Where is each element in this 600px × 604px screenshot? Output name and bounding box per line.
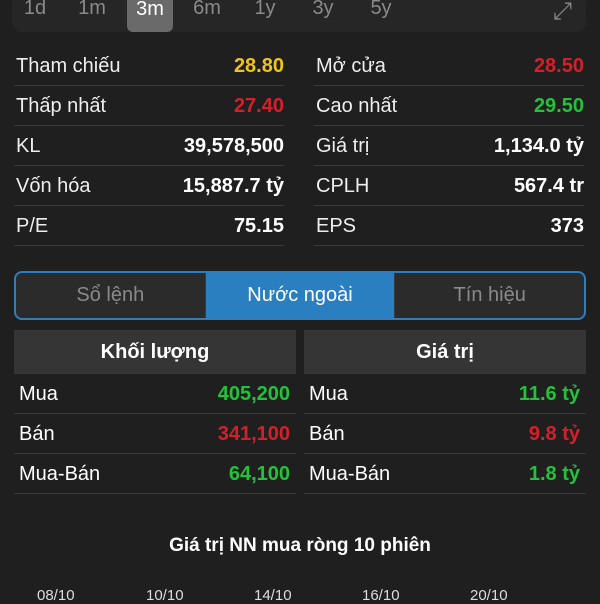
tab-so-lenh[interactable]: Sổ lệnh bbox=[76, 284, 145, 306]
table-row: Mua-Bán 1.8 tỷ bbox=[304, 454, 586, 494]
volume-header: Khối lượng bbox=[14, 330, 296, 374]
stat-row: KL 39,578,500 bbox=[14, 126, 284, 166]
stat-label: Mở cửa bbox=[316, 55, 386, 77]
stat-label: Vốn hóa bbox=[16, 175, 91, 197]
x-label: 08/10 bbox=[37, 587, 75, 604]
row-value: 9.8 tỷ bbox=[528, 423, 580, 445]
table-row: Bán 341,100 bbox=[14, 414, 296, 454]
range-3m-button[interactable]: 3m bbox=[127, 0, 173, 32]
table-row: Mua-Bán 64,100 bbox=[14, 454, 296, 494]
expand-arrows-icon[interactable]: ⤢ bbox=[552, 0, 572, 25]
x-label: 10/10 bbox=[146, 587, 184, 604]
value-table: Giá trị Mua 11.6 tỷ Bán 9.8 tỷ Mua-Bán 1.8 tỷ bbox=[304, 330, 586, 494]
tab-tin-hieu[interactable]: Tín hiệu bbox=[394, 273, 584, 318]
row-label: Mua bbox=[19, 383, 58, 405]
row-label: Mua bbox=[309, 383, 348, 405]
stat-label: Tham chiếu bbox=[16, 55, 121, 77]
row-label: Mua-Bán bbox=[309, 463, 391, 485]
stat-value: 28.50 bbox=[533, 55, 584, 77]
stat-value: 29.50 bbox=[533, 95, 584, 117]
stat-value: 28.80 bbox=[233, 55, 284, 77]
range-5y-button[interactable]: 5y bbox=[370, 0, 392, 19]
row-label: Bán bbox=[309, 423, 345, 445]
table-row: Mua 405,200 bbox=[14, 374, 296, 414]
stat-label: CPLH bbox=[316, 175, 370, 197]
stat-row: Thấp nhất 27.40 bbox=[14, 86, 284, 126]
stat-row: CPLH 567.4 tr bbox=[314, 166, 584, 206]
row-label: Mua-Bán bbox=[19, 463, 101, 485]
stat-row: Mở cửa 28.50 bbox=[314, 46, 584, 86]
x-label: 14/10 bbox=[254, 587, 292, 604]
table-row: Bán 9.8 tỷ bbox=[304, 414, 586, 454]
tab-nuoc-ngoai[interactable]: Nước ngoài bbox=[204, 273, 395, 318]
time-range-selector: 1d 1m 3m 6m 1y 3y 5y ⤢ bbox=[12, 0, 586, 32]
tab-bar: Sổ lệnh Nước ngoài Tín hiệu bbox=[14, 271, 586, 320]
stat-value: 1,134.0 tỷ bbox=[493, 135, 584, 157]
x-label: 16/10 bbox=[362, 587, 400, 604]
range-6m-button[interactable]: 6m bbox=[193, 0, 221, 19]
range-1d-button[interactable]: 1d bbox=[23, 0, 47, 19]
stat-label: P/E bbox=[16, 215, 49, 237]
stat-value: 373 bbox=[550, 215, 584, 237]
row-label: Bán bbox=[19, 423, 55, 445]
stat-row: Cao nhất 29.50 bbox=[314, 86, 584, 126]
stat-label: EPS bbox=[316, 215, 357, 237]
stat-row: P/E 75.15 bbox=[14, 206, 284, 246]
stat-row: Tham chiếu 28.80 bbox=[14, 46, 284, 86]
value-header: Giá trị bbox=[304, 330, 586, 374]
row-value: 11.6 tỷ bbox=[518, 383, 580, 405]
stat-value: 27.40 bbox=[233, 95, 284, 117]
stat-value: 567.4 tr bbox=[513, 175, 584, 197]
stat-value: 15,887.7 tỷ bbox=[182, 175, 284, 197]
row-value: 341,100 bbox=[217, 423, 290, 445]
stat-label: Thấp nhất bbox=[16, 95, 107, 117]
range-3y-button[interactable]: 3y bbox=[312, 0, 334, 19]
row-value: 405,200 bbox=[217, 383, 290, 405]
stat-row: EPS 373 bbox=[314, 206, 584, 246]
stat-value: 75.15 bbox=[233, 215, 284, 237]
stat-label: KL bbox=[16, 135, 41, 157]
stat-row: Vốn hóa 15,887.7 tỷ bbox=[14, 166, 284, 206]
range-1y-button[interactable]: 1y bbox=[254, 0, 276, 19]
x-label: 20/10 bbox=[470, 587, 508, 604]
row-value: 1.8 tỷ bbox=[528, 463, 580, 485]
range-1m-button[interactable]: 1m bbox=[78, 0, 106, 19]
stat-value: 39,578,500 bbox=[183, 135, 284, 157]
volume-table: Khối lượng Mua 405,200 Bán 341,100 Mua-Bán 64… bbox=[14, 330, 296, 494]
stat-row: Giá trị 1,134.0 tỷ bbox=[314, 126, 584, 166]
stat-label: Cao nhất bbox=[316, 95, 398, 117]
table-row: Mua 11.6 tỷ bbox=[304, 374, 586, 414]
stat-label: Giá trị bbox=[316, 135, 370, 157]
row-value: 64,100 bbox=[228, 463, 290, 485]
chart-title: Giá trị NN mua ròng 10 phiên bbox=[169, 535, 431, 556]
